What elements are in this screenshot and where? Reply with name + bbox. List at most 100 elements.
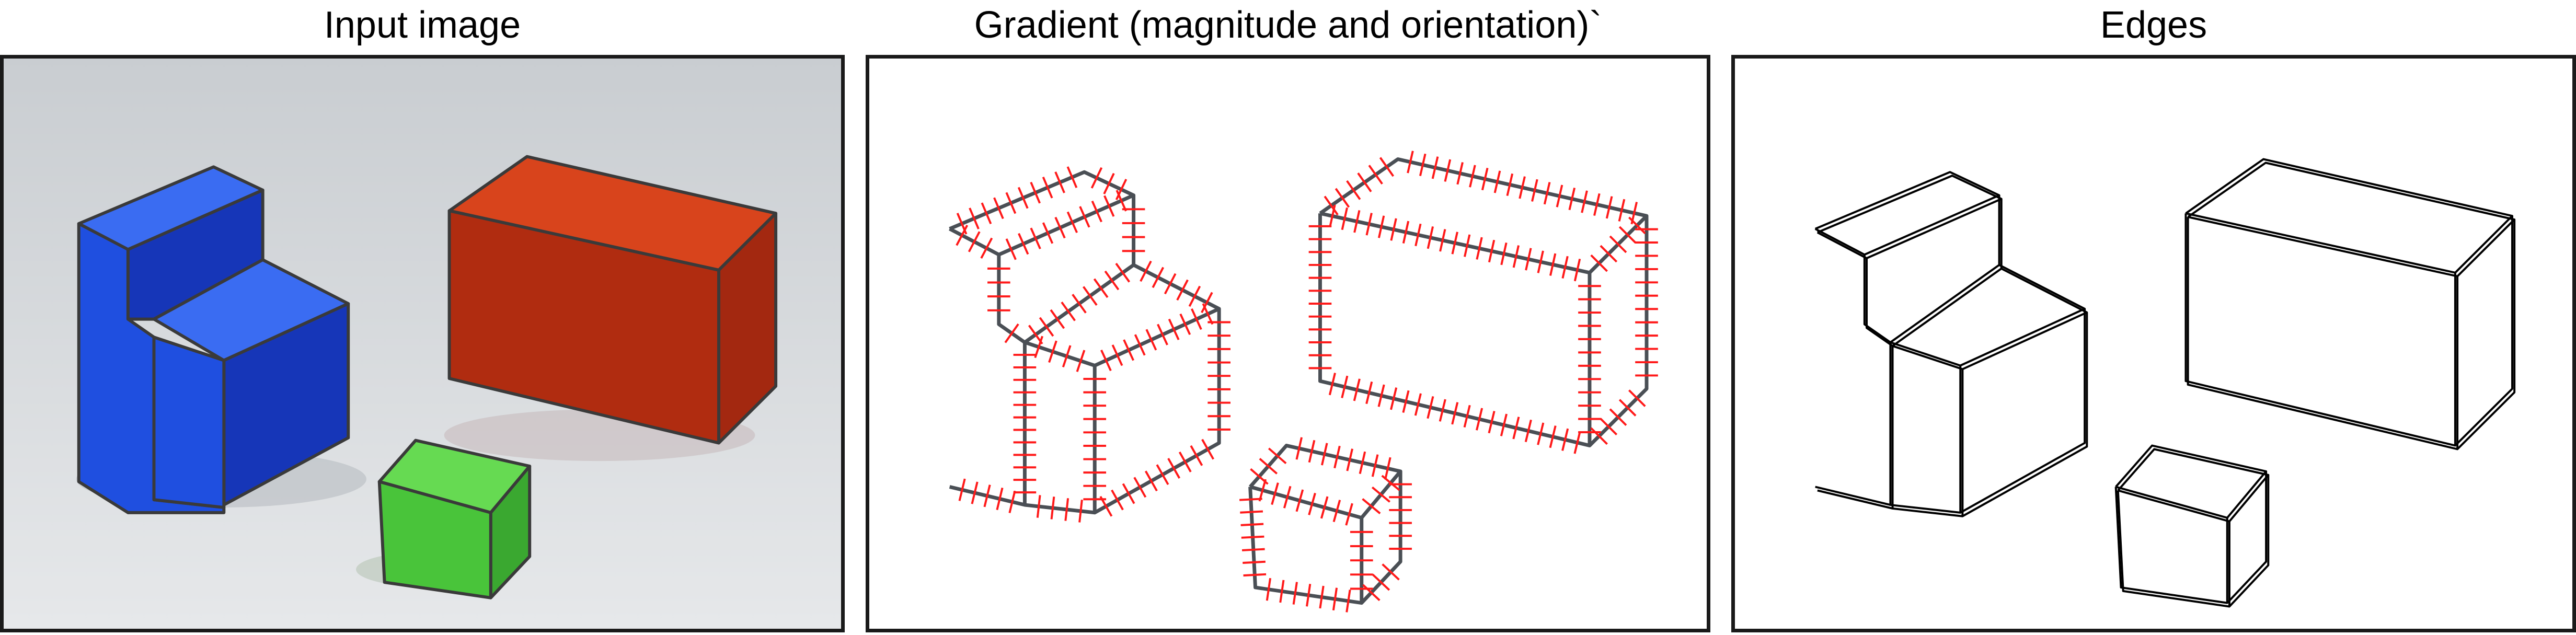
gradient-arrow-123: [1444, 159, 1452, 182]
edge-line-12: [2184, 158, 2513, 447]
edge-line-13: [2187, 161, 2516, 451]
gradient-arrow-90: [1191, 308, 1202, 330]
gradient-arrow-62: [1103, 195, 1115, 217]
gradient-arrow-157: [1561, 428, 1569, 451]
gradient-arrow-45: [1036, 495, 1041, 518]
gradient-arrow-202: [1488, 239, 1496, 263]
gradient-arrow-211: [1600, 245, 1618, 263]
gradient-arrow-85: [1134, 334, 1146, 356]
gradient-arrow-1: [969, 207, 980, 229]
gradient-arrow-259: [1240, 510, 1263, 514]
gradient-arrow-257: [1241, 535, 1264, 539]
edge-line-14: [2186, 212, 2513, 274]
gradient-arrow-200: [1464, 234, 1471, 257]
gradient-arrow-235: [1359, 451, 1366, 475]
gradient-arrow-169: [1414, 393, 1422, 416]
gradient-arrow-80: [1062, 345, 1072, 367]
blue-stair-block: [77, 165, 350, 514]
gradient-arrow-126: [1481, 167, 1489, 191]
gradient-arrow-34: [1178, 451, 1192, 472]
gradient-arrow-78: [1034, 336, 1043, 359]
gradient-arrow-234: [1346, 448, 1353, 471]
gradient-arrow-244: [1382, 563, 1400, 581]
gradient-arrow-172: [1377, 384, 1385, 407]
gradient-arrow-72: [1061, 301, 1076, 321]
gradient-arrow-171: [1390, 387, 1398, 410]
gradient-arrow-21: [1188, 285, 1201, 307]
red-box: [447, 155, 778, 445]
gradient-arrow-120: [1407, 151, 1414, 174]
gradient-arrow-3: [993, 197, 1004, 220]
gradient-arrow-52: [968, 231, 981, 252]
gradient-arrow-252: [1279, 580, 1285, 603]
gradient-arrow-76: [1104, 270, 1120, 291]
gradient-arrow-44: [1050, 497, 1055, 519]
gradient-arrow-209: [1573, 258, 1581, 282]
gradient-arrow-151: [1628, 389, 1646, 407]
gradient-arrow-170: [1402, 390, 1410, 413]
gradient-arrow-63: [1116, 190, 1127, 212]
gradient-arrow-70: [1039, 317, 1054, 337]
gradient-arrow-195: [1402, 221, 1410, 244]
gradient-arrow-37: [1144, 470, 1158, 492]
gradient-arrow-55: [1018, 233, 1029, 255]
gradient-arrow-57: [1042, 222, 1054, 244]
gradient-arrow-17: [1140, 260, 1152, 282]
gradient-arrow-119: [1379, 157, 1395, 177]
gradient-arrow-246: [1362, 584, 1381, 602]
gradient-arrow-89: [1179, 313, 1191, 336]
gradient-arrow-248: [1332, 587, 1338, 611]
gradient-arrow-75: [1093, 278, 1109, 298]
gradient-arrow-230: [1295, 437, 1303, 460]
gradient-arrow-168: [1427, 396, 1434, 419]
gradient-arrow-196: [1414, 223, 1422, 247]
gradient-arrow-156: [1573, 431, 1581, 454]
input-image-frame: [0, 55, 845, 632]
gradient-arrow-51: [956, 224, 969, 246]
gradient-arrow-88: [1168, 318, 1180, 340]
gradient-arrow-134: [1581, 190, 1588, 213]
gradient-arrow-158: [1549, 425, 1557, 448]
edges-illustration: [1814, 158, 2516, 608]
gradient-arrow-9: [1066, 166, 1078, 188]
gradient-arrow-201: [1476, 237, 1483, 260]
gradient-arrow-214: [1628, 216, 1646, 235]
gradient-arrow-83: [1111, 344, 1123, 366]
gradient-arrow-71: [1050, 309, 1065, 329]
gradient-arrow-117: [1357, 172, 1372, 192]
gradient-arrow-125: [1469, 165, 1476, 188]
gradient-arrow-162: [1500, 413, 1508, 436]
gradient-outline-6: [1318, 157, 1649, 447]
gradient-arrow-73: [1072, 294, 1087, 314]
gradient-arrow-122: [1431, 156, 1439, 179]
gradient-arrow-268: [1345, 503, 1353, 526]
gradient-arrow-253: [1266, 578, 1272, 601]
gradient-arrow-10: [1090, 167, 1103, 189]
gradient-arrow-204: [1512, 245, 1520, 268]
gradient-arrow-255: [1243, 560, 1266, 564]
input-image-illustration: [4, 59, 841, 629]
gradient-arrow-32: [1201, 438, 1214, 460]
gradient-arrow-132: [1556, 184, 1563, 207]
gradient-arrow-206: [1537, 250, 1544, 273]
gradient-arrow-22: [1201, 292, 1213, 314]
gradient-arrow-191: [1353, 210, 1361, 233]
gradient-arrow-59: [1066, 211, 1078, 233]
gradient-arrow-136: [1605, 196, 1613, 219]
gradient-arrow-237: [1384, 457, 1392, 480]
gradient-arrow-2: [981, 202, 992, 225]
edge-line-3: [1816, 198, 2002, 260]
gradient-arrow-260: [1239, 498, 1262, 501]
gradient-arrow-129: [1519, 176, 1526, 199]
edges-frame: [1731, 55, 2576, 632]
gradient-arrow-60: [1079, 206, 1090, 228]
gradient-arrow-163: [1488, 411, 1496, 434]
edge-line-21: [2118, 474, 2269, 523]
gradient-arrow-33: [1190, 445, 1203, 466]
gradient-arrow-127: [1493, 170, 1501, 193]
gradient-arrow-35: [1167, 458, 1181, 479]
gradient-arrow-229: [1268, 447, 1287, 465]
gradient-arrow-153: [1609, 408, 1627, 426]
gradient-arrow-269: [1362, 498, 1381, 514]
gradient-arrow-12: [1115, 179, 1128, 200]
